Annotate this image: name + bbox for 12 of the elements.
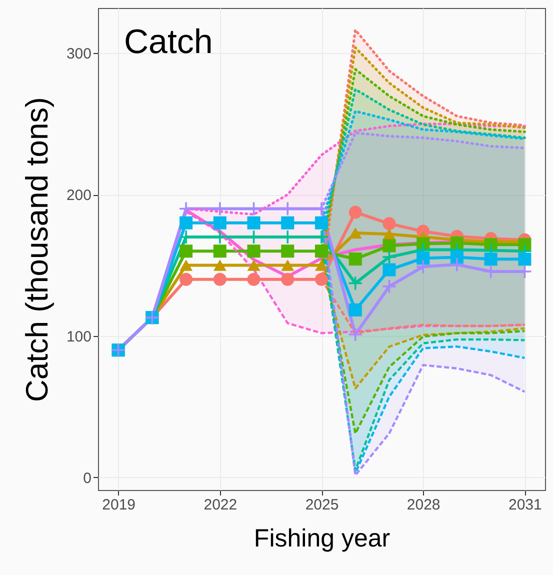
chart-title: Catch xyxy=(124,23,213,61)
y-tick-label: 300 xyxy=(66,46,92,63)
x-tick-label: 2028 xyxy=(406,496,440,514)
y-tick-label: 100 xyxy=(66,328,92,346)
x-tick-label: 2025 xyxy=(305,496,339,514)
y-axis-title: Catch (thousand tons) xyxy=(19,96,54,402)
x-tick-label: 2031 xyxy=(508,496,542,514)
y-tick-label: 200 xyxy=(66,187,92,204)
x-tick-label: 2022 xyxy=(204,496,238,514)
y-tick-label: 0 xyxy=(83,470,92,487)
x-tick-label: 2019 xyxy=(102,496,136,514)
x-axis-title: Fishing year xyxy=(254,524,390,552)
